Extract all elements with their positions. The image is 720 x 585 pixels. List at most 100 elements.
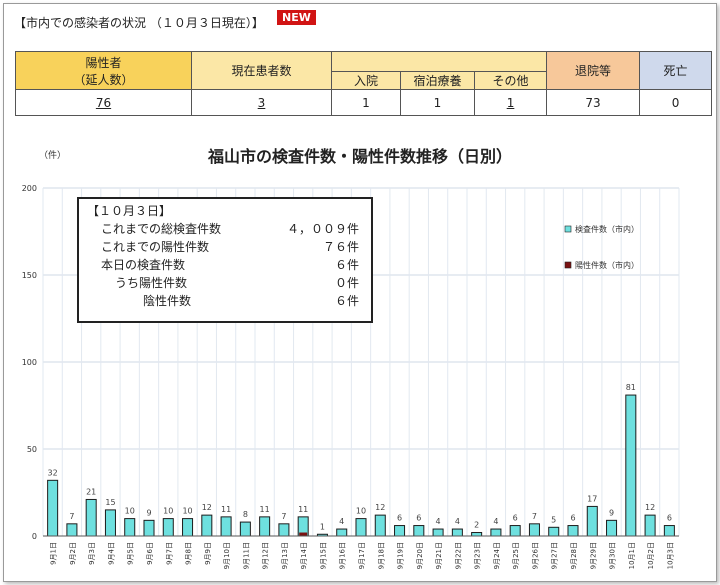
bar-tests bbox=[259, 516, 271, 537]
bar-tests bbox=[509, 525, 521, 537]
data-label: 9 bbox=[146, 508, 151, 517]
x-tick-label: 9月15日 bbox=[319, 542, 327, 569]
bar-tests bbox=[278, 523, 290, 537]
x-tick-label: 9月20日 bbox=[416, 542, 424, 569]
y-axis-label: （件） bbox=[39, 149, 66, 161]
bar-tests bbox=[374, 514, 386, 537]
bar-tests bbox=[336, 528, 348, 537]
data-label: 6 bbox=[667, 514, 672, 523]
data-label: 11 bbox=[298, 505, 308, 514]
current-count-link[interactable]: 3 bbox=[191, 89, 332, 116]
summary-row: これまでの総検査件数 ４，００９件 bbox=[101, 222, 359, 236]
x-tick-label: 9月2日 bbox=[69, 542, 77, 565]
lodging-header: 宿泊療養 bbox=[400, 71, 475, 90]
legend-label: 検査件数（市内） bbox=[575, 224, 639, 234]
summary-date: 【１０月３日】 bbox=[87, 204, 172, 218]
summary-box: 【１０月３日】 これまでの総検査件数 ４，００９件 これまでの陽性件数 ７６件 … bbox=[77, 197, 373, 323]
data-label: 81 bbox=[626, 383, 636, 392]
x-tick-label: 9月29日 bbox=[589, 542, 597, 569]
x-tick-label: 9月1日 bbox=[50, 542, 58, 565]
data-label: 32 bbox=[48, 468, 58, 477]
x-tick-label: 9月23日 bbox=[474, 542, 482, 569]
legend-label: 陽性件数（市内） bbox=[575, 260, 639, 270]
other-count-link[interactable]: 1 bbox=[473, 89, 548, 116]
data-label: 6 bbox=[570, 514, 575, 523]
y-tick-label: 200 bbox=[22, 184, 37, 193]
bar-tests bbox=[162, 518, 174, 537]
positive-count-link[interactable]: 76 bbox=[15, 89, 192, 116]
chart-svg: 福山市の検査件数・陽性件数推移（日別） （件） 0 50 100 150 200 32 9月1日… bbox=[22, 147, 680, 569]
y-tick-label: 100 bbox=[22, 358, 37, 367]
x-tick-label: 9月26日 bbox=[531, 542, 539, 569]
data-label: 12 bbox=[645, 503, 655, 512]
data-label: 10 bbox=[125, 507, 135, 516]
data-label: 8 bbox=[243, 510, 248, 519]
data-label: 9 bbox=[609, 508, 614, 517]
bar-tests bbox=[104, 509, 116, 537]
data-label: 12 bbox=[202, 503, 212, 512]
x-tick-label: 9月6日 bbox=[146, 542, 154, 565]
bar-tests bbox=[644, 514, 656, 537]
discharged-header: 退院等 bbox=[546, 51, 641, 90]
x-tick-label: 9月19日 bbox=[397, 542, 405, 569]
x-tick-label: 9月22日 bbox=[454, 542, 462, 569]
x-tick-label: 9月25日 bbox=[512, 542, 520, 569]
bar-tests bbox=[606, 519, 618, 537]
daily-tests-chart: 福山市の検査件数・陽性件数推移（日別） （件） 0 50 100 150 200 32 9月1日… bbox=[15, 140, 705, 580]
lodging-count: 1 bbox=[400, 89, 475, 116]
x-tick-label: 9月27日 bbox=[551, 542, 559, 569]
breakdown-header bbox=[330, 51, 548, 72]
x-tick-label: 10月2日 bbox=[647, 542, 655, 569]
bar-tests bbox=[432, 528, 444, 537]
x-tick-label: 9月8日 bbox=[185, 542, 193, 565]
death-count: 0 bbox=[639, 89, 713, 116]
bar-tests bbox=[548, 526, 560, 537]
x-tick-label: 9月11日 bbox=[242, 542, 250, 569]
x-tick-label: 9月7日 bbox=[165, 542, 173, 565]
x-tick-label: 9月4日 bbox=[107, 542, 115, 565]
data-label: 7 bbox=[69, 512, 74, 521]
legend-swatch bbox=[564, 225, 572, 233]
x-tick-label: 9月10日 bbox=[223, 542, 231, 569]
summary-row: これまでの陽性件数 ７６件 bbox=[101, 240, 359, 254]
section-heading: 【市内での感染者の状況 （１０月３日現在）】 bbox=[14, 16, 264, 30]
x-tick-label: 9月14日 bbox=[300, 542, 308, 569]
hospital-count: 1 bbox=[331, 89, 401, 116]
bar-tests bbox=[85, 498, 97, 537]
discharged-count: 73 bbox=[546, 89, 641, 116]
x-tick-label: 9月18日 bbox=[377, 542, 385, 569]
x-tick-label: 9月3日 bbox=[88, 542, 96, 565]
data-label: 11 bbox=[221, 505, 231, 514]
x-tick-label: 9月16日 bbox=[339, 542, 347, 569]
data-label: 1 bbox=[320, 522, 325, 531]
bar-tests bbox=[220, 516, 232, 537]
chart-title: 福山市の検査件数・陽性件数推移（日別） bbox=[207, 147, 512, 166]
bar-positive bbox=[299, 532, 308, 536]
bar-tests bbox=[47, 479, 59, 537]
y-tick-label: 150 bbox=[22, 271, 37, 280]
bar-tests bbox=[143, 519, 155, 537]
current-patients-header: 現在患者数 bbox=[191, 51, 332, 90]
positive-header: 陽性者 （延人数） bbox=[15, 51, 192, 90]
new-badge: NEW bbox=[277, 10, 316, 25]
data-label: 7 bbox=[532, 512, 537, 521]
hospital-header: 入院 bbox=[331, 71, 401, 90]
data-label: 6 bbox=[513, 514, 518, 523]
x-tick-label: 9月13日 bbox=[281, 542, 289, 569]
bar-tests bbox=[528, 523, 540, 537]
bar-tests bbox=[471, 532, 483, 537]
data-label: 5 bbox=[551, 515, 556, 524]
x-tick-label: 9月17日 bbox=[358, 542, 366, 569]
bar-tests bbox=[490, 528, 502, 537]
bar-tests bbox=[586, 505, 598, 537]
x-tick-label: 9月12日 bbox=[262, 542, 270, 569]
data-label: 7 bbox=[281, 512, 286, 521]
data-label: 6 bbox=[397, 514, 402, 523]
data-label: 4 bbox=[455, 517, 460, 526]
data-label: 4 bbox=[493, 517, 498, 526]
other-header: その他 bbox=[473, 71, 548, 90]
y-tick-label: 50 bbox=[27, 445, 37, 454]
bar-tests bbox=[663, 525, 675, 537]
legend-swatch bbox=[564, 261, 572, 269]
bar-tests bbox=[124, 518, 136, 537]
